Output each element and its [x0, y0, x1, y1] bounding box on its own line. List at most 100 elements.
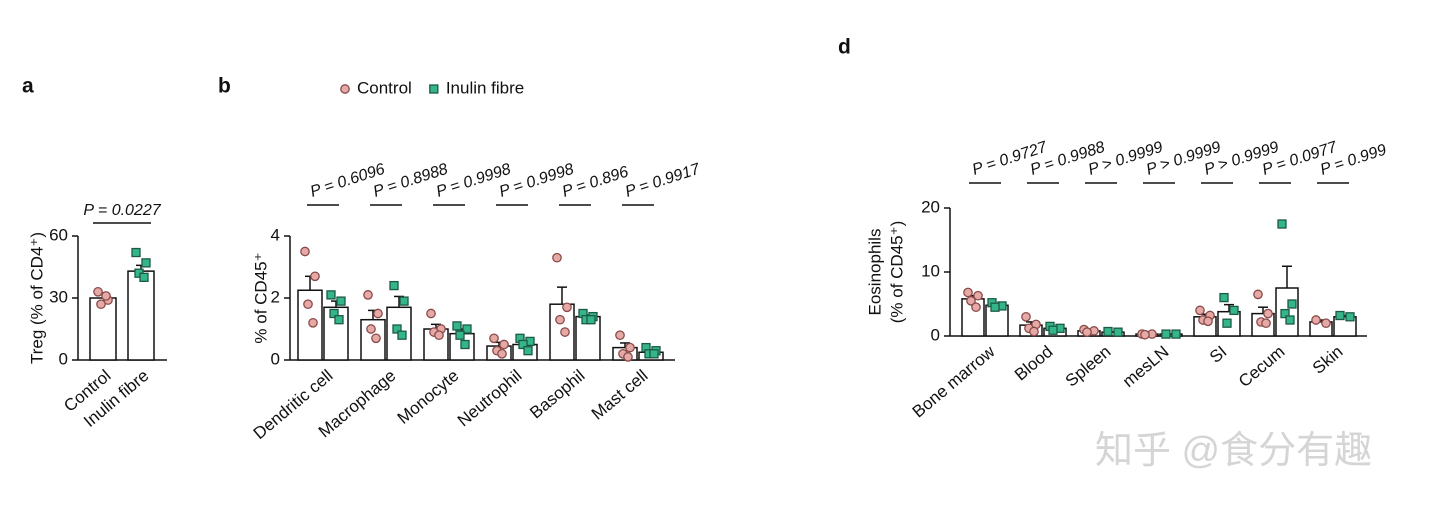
- y-tick-label: 10: [921, 261, 940, 280]
- bar: [127, 270, 155, 361]
- panel-label: d: [838, 36, 851, 59]
- p-value: P = 0.0227: [83, 202, 161, 219]
- y-tick-label: 20: [921, 197, 940, 216]
- x-tick-label: Monocyte: [394, 366, 463, 428]
- data-point: [1321, 318, 1331, 329]
- y-tick-label: 30: [49, 287, 68, 306]
- data-point: [499, 339, 509, 350]
- data-point: [973, 290, 983, 301]
- data-point: [1203, 316, 1213, 327]
- data-point: [300, 246, 310, 257]
- data-point: [434, 330, 444, 341]
- data-point: [1263, 308, 1273, 319]
- data-point: [460, 339, 470, 350]
- y-tick-label: 0: [271, 349, 280, 368]
- data-point: [329, 308, 339, 319]
- data-point: [363, 290, 373, 300]
- x-tick-label: Cecum: [1235, 342, 1288, 391]
- data-point: [101, 291, 111, 301]
- x-tick-label: Bone marrow: [909, 341, 999, 421]
- data-point: [966, 295, 976, 306]
- data-point: [1345, 312, 1355, 322]
- data-point: [625, 342, 635, 353]
- data-point: [139, 272, 149, 282]
- y-tick-label: 4: [271, 225, 280, 244]
- panel-label: a: [22, 75, 34, 98]
- y-axis-label: (% of CD45⁺): [887, 221, 906, 324]
- data-point: [455, 330, 465, 340]
- data-point: [310, 271, 320, 282]
- data-point: [303, 299, 313, 310]
- data-point: [623, 352, 633, 362]
- x-tick-label: mesLN: [1119, 342, 1172, 391]
- data-point: [371, 333, 381, 344]
- legend-label: Control: [357, 78, 412, 97]
- data-point: [340, 84, 350, 94]
- data-point: [1277, 219, 1287, 229]
- data-point: [1253, 289, 1263, 300]
- data-point: [1161, 329, 1171, 339]
- data-point: [1219, 292, 1229, 303]
- data-point: [1021, 311, 1031, 322]
- data-point: [560, 327, 570, 337]
- data-point: [489, 333, 499, 344]
- data-point: [326, 290, 336, 300]
- data-point: [1222, 318, 1232, 328]
- data-point: [1140, 329, 1150, 340]
- data-point: [497, 348, 507, 359]
- data-point: [1261, 318, 1271, 329]
- data-point: [462, 324, 472, 334]
- data-point: [336, 296, 346, 306]
- data-point: [96, 299, 106, 310]
- x-tick-label: Spleen: [1062, 342, 1115, 391]
- y-axis-label: % of CD45⁺: [251, 252, 270, 343]
- data-point: [389, 280, 399, 291]
- y-axis-label: Eosinophils: [865, 229, 884, 316]
- y-tick-label: 2: [271, 287, 280, 306]
- data-point: [452, 321, 462, 331]
- data-point: [93, 286, 103, 297]
- data-point: [1287, 299, 1297, 309]
- x-tick-label: Skin: [1309, 342, 1347, 378]
- data-point: [1048, 325, 1058, 335]
- data-point: [334, 315, 344, 325]
- data-point: [586, 315, 596, 325]
- data-point: [1285, 315, 1295, 325]
- data-point: [990, 302, 1000, 312]
- data-point: [1335, 310, 1345, 321]
- data-point: [555, 314, 565, 325]
- data-point: [1280, 308, 1290, 319]
- data-point: [1029, 326, 1039, 337]
- data-point: [1103, 326, 1113, 337]
- data-point: [131, 247, 141, 258]
- data-point: [649, 349, 659, 359]
- legend-label: Inulin fibre: [446, 78, 524, 97]
- y-tick-label: 0: [59, 349, 68, 368]
- data-point: [141, 258, 151, 268]
- data-point: [562, 302, 572, 313]
- watermark: 知乎 @食分有趣: [1095, 430, 1372, 472]
- data-point: [373, 308, 383, 319]
- y-axis-label: Treg (% of CD4⁺): [27, 232, 46, 364]
- bar: [549, 303, 575, 361]
- data-point: [399, 296, 409, 306]
- data-point: [308, 317, 318, 328]
- y-tick-label: 60: [49, 225, 68, 244]
- data-point: [392, 324, 402, 334]
- data-point: [1311, 315, 1321, 325]
- x-tick-label: Blood: [1011, 342, 1057, 385]
- data-point: [429, 84, 439, 94]
- data-point: [518, 339, 528, 350]
- x-tick-label: Neutrophil: [454, 366, 526, 430]
- data-point: [366, 324, 376, 334]
- y-tick-label: 0: [931, 325, 940, 344]
- data-point: [1171, 329, 1181, 339]
- data-point: [397, 330, 407, 340]
- data-point: [963, 287, 973, 298]
- x-tick-label: Basophil: [526, 366, 588, 422]
- p-value: P = 0.9917: [623, 160, 703, 200]
- data-point: [1229, 305, 1239, 316]
- data-point: [523, 346, 533, 356]
- data-point: [1195, 305, 1205, 316]
